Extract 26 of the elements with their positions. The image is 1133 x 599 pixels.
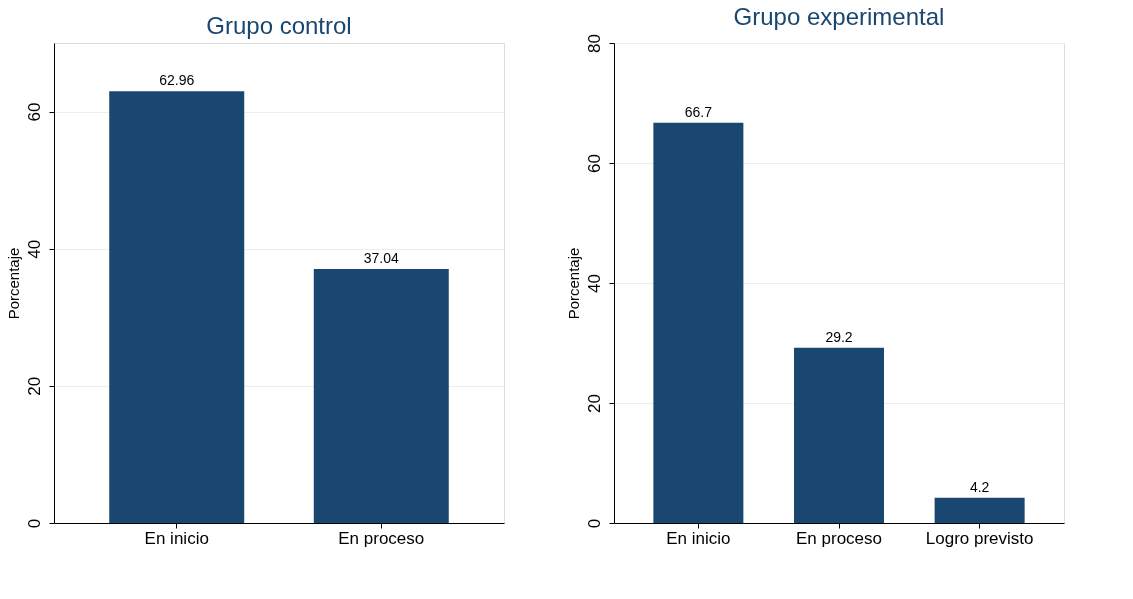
y-tick-label: 40 [24,239,44,259]
data-label: 29.2 [825,328,853,345]
y-tick-label: 40 [584,274,604,293]
chart-title: Grupo control [206,12,352,39]
bar [794,347,884,523]
y-tick-label: 0 [24,518,44,529]
chart-title: Grupo experimental [733,2,945,30]
x-tick-label: En proceso [796,528,882,548]
y-tick-label: 0 [584,518,604,529]
y-tick-label: 20 [24,376,44,396]
y-axis-title: Porcentaje [564,247,582,320]
data-label: 4.2 [969,478,990,495]
bar [653,122,744,523]
x-tick-label: En proceso [338,528,425,548]
data-label: 66.7 [684,103,713,120]
x-tick-label: En inicio [666,528,731,548]
y-tick-label: 60 [584,154,604,173]
y-tick-label: 20 [584,394,604,413]
y-axis-title: Porcentaje [4,247,22,320]
y-tick-label: 60 [24,102,44,122]
x-tick-label: Logro previsto [925,528,1034,548]
data-label: 62.96 [159,72,195,89]
x-tick-label: En inicio [144,528,209,548]
bar [934,497,1025,523]
y-tick-label: 80 [584,34,604,53]
data-label: 37.04 [363,250,399,267]
